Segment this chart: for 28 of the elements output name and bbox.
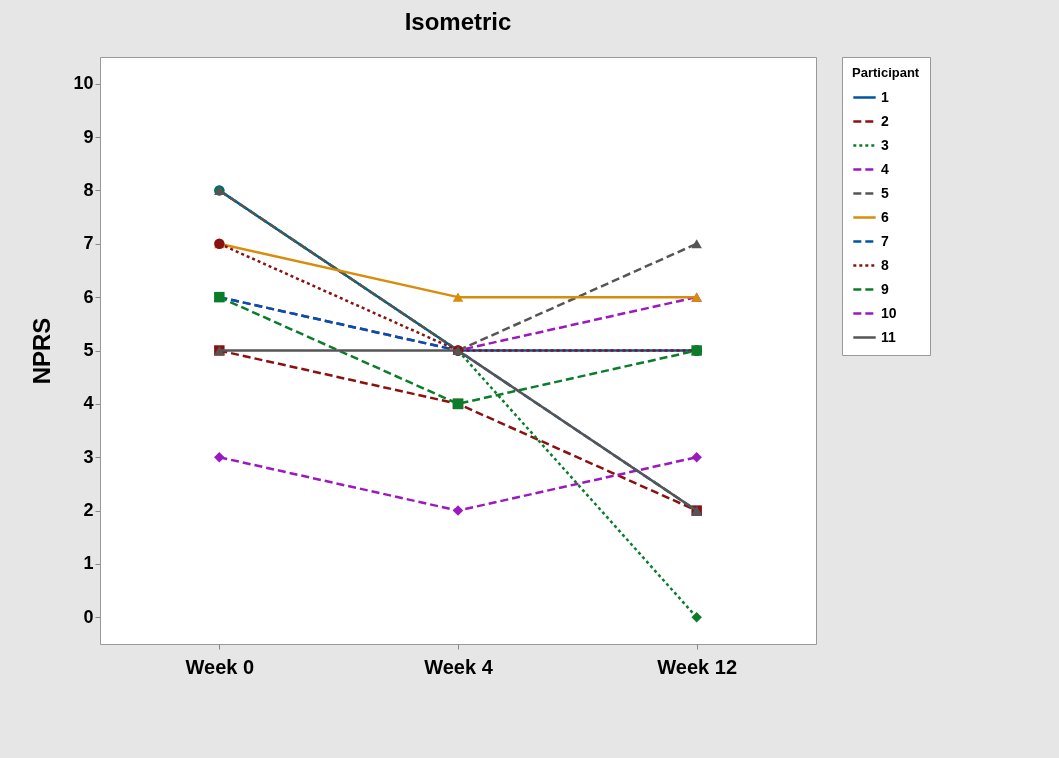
legend-label: 9 <box>881 280 889 297</box>
legend-label: 11 <box>881 328 897 345</box>
y-tick-label: 6 <box>83 286 94 307</box>
legend-label: 3 <box>881 136 889 153</box>
y-tick-label: 2 <box>83 500 94 521</box>
legend-label: 10 <box>881 304 897 321</box>
legend-label: 5 <box>881 184 889 201</box>
legend-label: 6 <box>881 208 889 225</box>
legend-title: Participant <box>852 65 920 80</box>
legend-label: 1 <box>881 88 889 105</box>
x-tick-label: Week 0 <box>185 655 255 678</box>
chart-title: Isometric <box>404 7 512 35</box>
y-tick-label: 7 <box>83 233 94 254</box>
legend-label: 4 <box>881 160 889 177</box>
y-axis-title: NPRS <box>28 317 56 385</box>
y-tick-label: 4 <box>83 393 94 414</box>
y-tick-label: 9 <box>83 126 94 147</box>
y-tick-label: 1 <box>83 553 94 574</box>
legend-label: 7 <box>881 232 889 249</box>
y-tick-label: 5 <box>83 340 94 360</box>
x-tick-label: Week 12 <box>657 655 738 678</box>
y-tick-label: 8 <box>83 179 94 200</box>
legend-label: 8 <box>881 256 889 273</box>
x-tick-label: Week 4 <box>424 655 494 678</box>
y-tick-label: 10 <box>73 73 94 94</box>
y-tick-label: 0 <box>83 606 94 627</box>
y-tick-label: 3 <box>83 446 94 467</box>
legend-label: 2 <box>881 112 889 129</box>
